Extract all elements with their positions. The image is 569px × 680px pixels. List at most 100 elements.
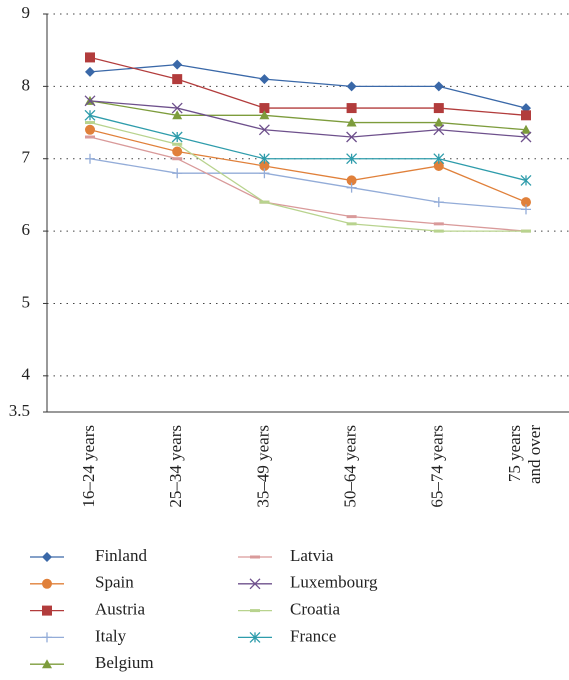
marker	[433, 160, 444, 171]
series-line	[89, 136, 527, 232]
marker	[259, 110, 270, 120]
legend-label: France	[290, 626, 336, 645]
marker	[346, 175, 357, 186]
marker	[42, 605, 52, 616]
marker	[259, 168, 270, 179]
legend-label: Belgium	[95, 653, 154, 672]
marker-shape	[259, 110, 270, 120]
marker	[433, 124, 445, 136]
x-tick-label: 25–34 years	[166, 425, 185, 508]
marker-shape	[172, 146, 183, 157]
marker	[521, 124, 531, 134]
marker-shape	[346, 175, 357, 186]
marker-shape	[85, 66, 95, 77]
marker	[172, 74, 183, 85]
marker-shape	[249, 578, 261, 590]
marker	[433, 103, 444, 114]
marker-shape	[346, 182, 357, 193]
marker	[172, 146, 183, 157]
marker-shape	[346, 153, 358, 165]
marker-shape	[258, 153, 270, 165]
y-tick-label: 3.5	[9, 401, 30, 420]
marker-shape	[42, 605, 52, 616]
marker-shape	[85, 52, 95, 63]
marker	[433, 197, 444, 208]
y-tick-label: 7	[22, 148, 31, 167]
marker-shape	[433, 197, 444, 208]
marker-shape	[521, 197, 531, 208]
marker	[171, 102, 183, 114]
marker-shape	[42, 578, 52, 589]
series-line	[89, 129, 527, 203]
marker-shape	[84, 109, 96, 121]
marker-shape	[84, 95, 96, 107]
marker	[346, 153, 358, 165]
marker-shape	[520, 131, 532, 143]
marker-shape	[521, 110, 531, 121]
y-tick-label: 8	[22, 75, 31, 94]
marker-shape	[172, 110, 183, 120]
marker-shape	[249, 631, 261, 643]
legend-label: Spain	[95, 573, 134, 592]
marker	[521, 204, 531, 215]
marker	[85, 52, 95, 63]
marker-shape	[259, 103, 270, 114]
marker	[172, 168, 183, 179]
marker	[172, 59, 183, 70]
marker	[433, 117, 444, 127]
marker-shape	[85, 124, 95, 135]
marker	[249, 578, 261, 590]
marker	[85, 153, 95, 164]
x-tick-label: 50–64 years	[341, 425, 360, 508]
legend-label: Croatia	[290, 600, 340, 619]
marker-shape	[521, 124, 531, 134]
marker	[42, 659, 52, 669]
marker	[433, 81, 444, 92]
marker	[172, 110, 183, 120]
marker-shape	[346, 103, 357, 114]
marker-shape	[172, 74, 183, 85]
marker	[346, 81, 357, 92]
marker-shape	[346, 81, 357, 92]
marker-shape	[171, 131, 183, 143]
marker	[42, 632, 52, 643]
marker-shape	[172, 59, 183, 70]
marker	[258, 153, 270, 165]
marker	[259, 103, 270, 114]
series-line	[89, 121, 526, 232]
marker-shape	[433, 103, 444, 114]
y-tick-label: 9	[22, 3, 31, 22]
marker-shape	[172, 168, 183, 179]
marker-shape	[346, 117, 357, 127]
legend-label: Finland	[95, 546, 147, 565]
series-line	[89, 56, 527, 116]
marker-shape	[42, 552, 52, 562]
marker-shape	[433, 124, 445, 136]
legend-label: Luxembourg	[290, 573, 378, 592]
marker-shape	[433, 117, 444, 127]
marker	[42, 552, 52, 562]
marker	[84, 109, 96, 121]
marker	[85, 66, 95, 77]
y-tick-label: 6	[22, 220, 31, 239]
marker	[42, 578, 52, 589]
marker	[259, 160, 270, 171]
marker-shape	[85, 153, 95, 164]
marker	[249, 631, 261, 643]
series-line	[89, 100, 527, 138]
legend-label: Italy	[95, 626, 127, 645]
marker	[520, 174, 532, 186]
marker-shape	[433, 153, 445, 165]
y-tick-label: 4	[22, 365, 31, 384]
series-line	[89, 100, 527, 131]
marker-shape	[42, 632, 52, 643]
marker-shape	[42, 659, 52, 669]
marker-shape	[433, 160, 444, 171]
marker-shape	[346, 131, 358, 143]
x-tick-label: 35–49 years	[253, 425, 272, 508]
marker	[433, 153, 445, 165]
marker	[346, 182, 357, 193]
series-line	[89, 158, 527, 211]
marker	[346, 131, 358, 143]
